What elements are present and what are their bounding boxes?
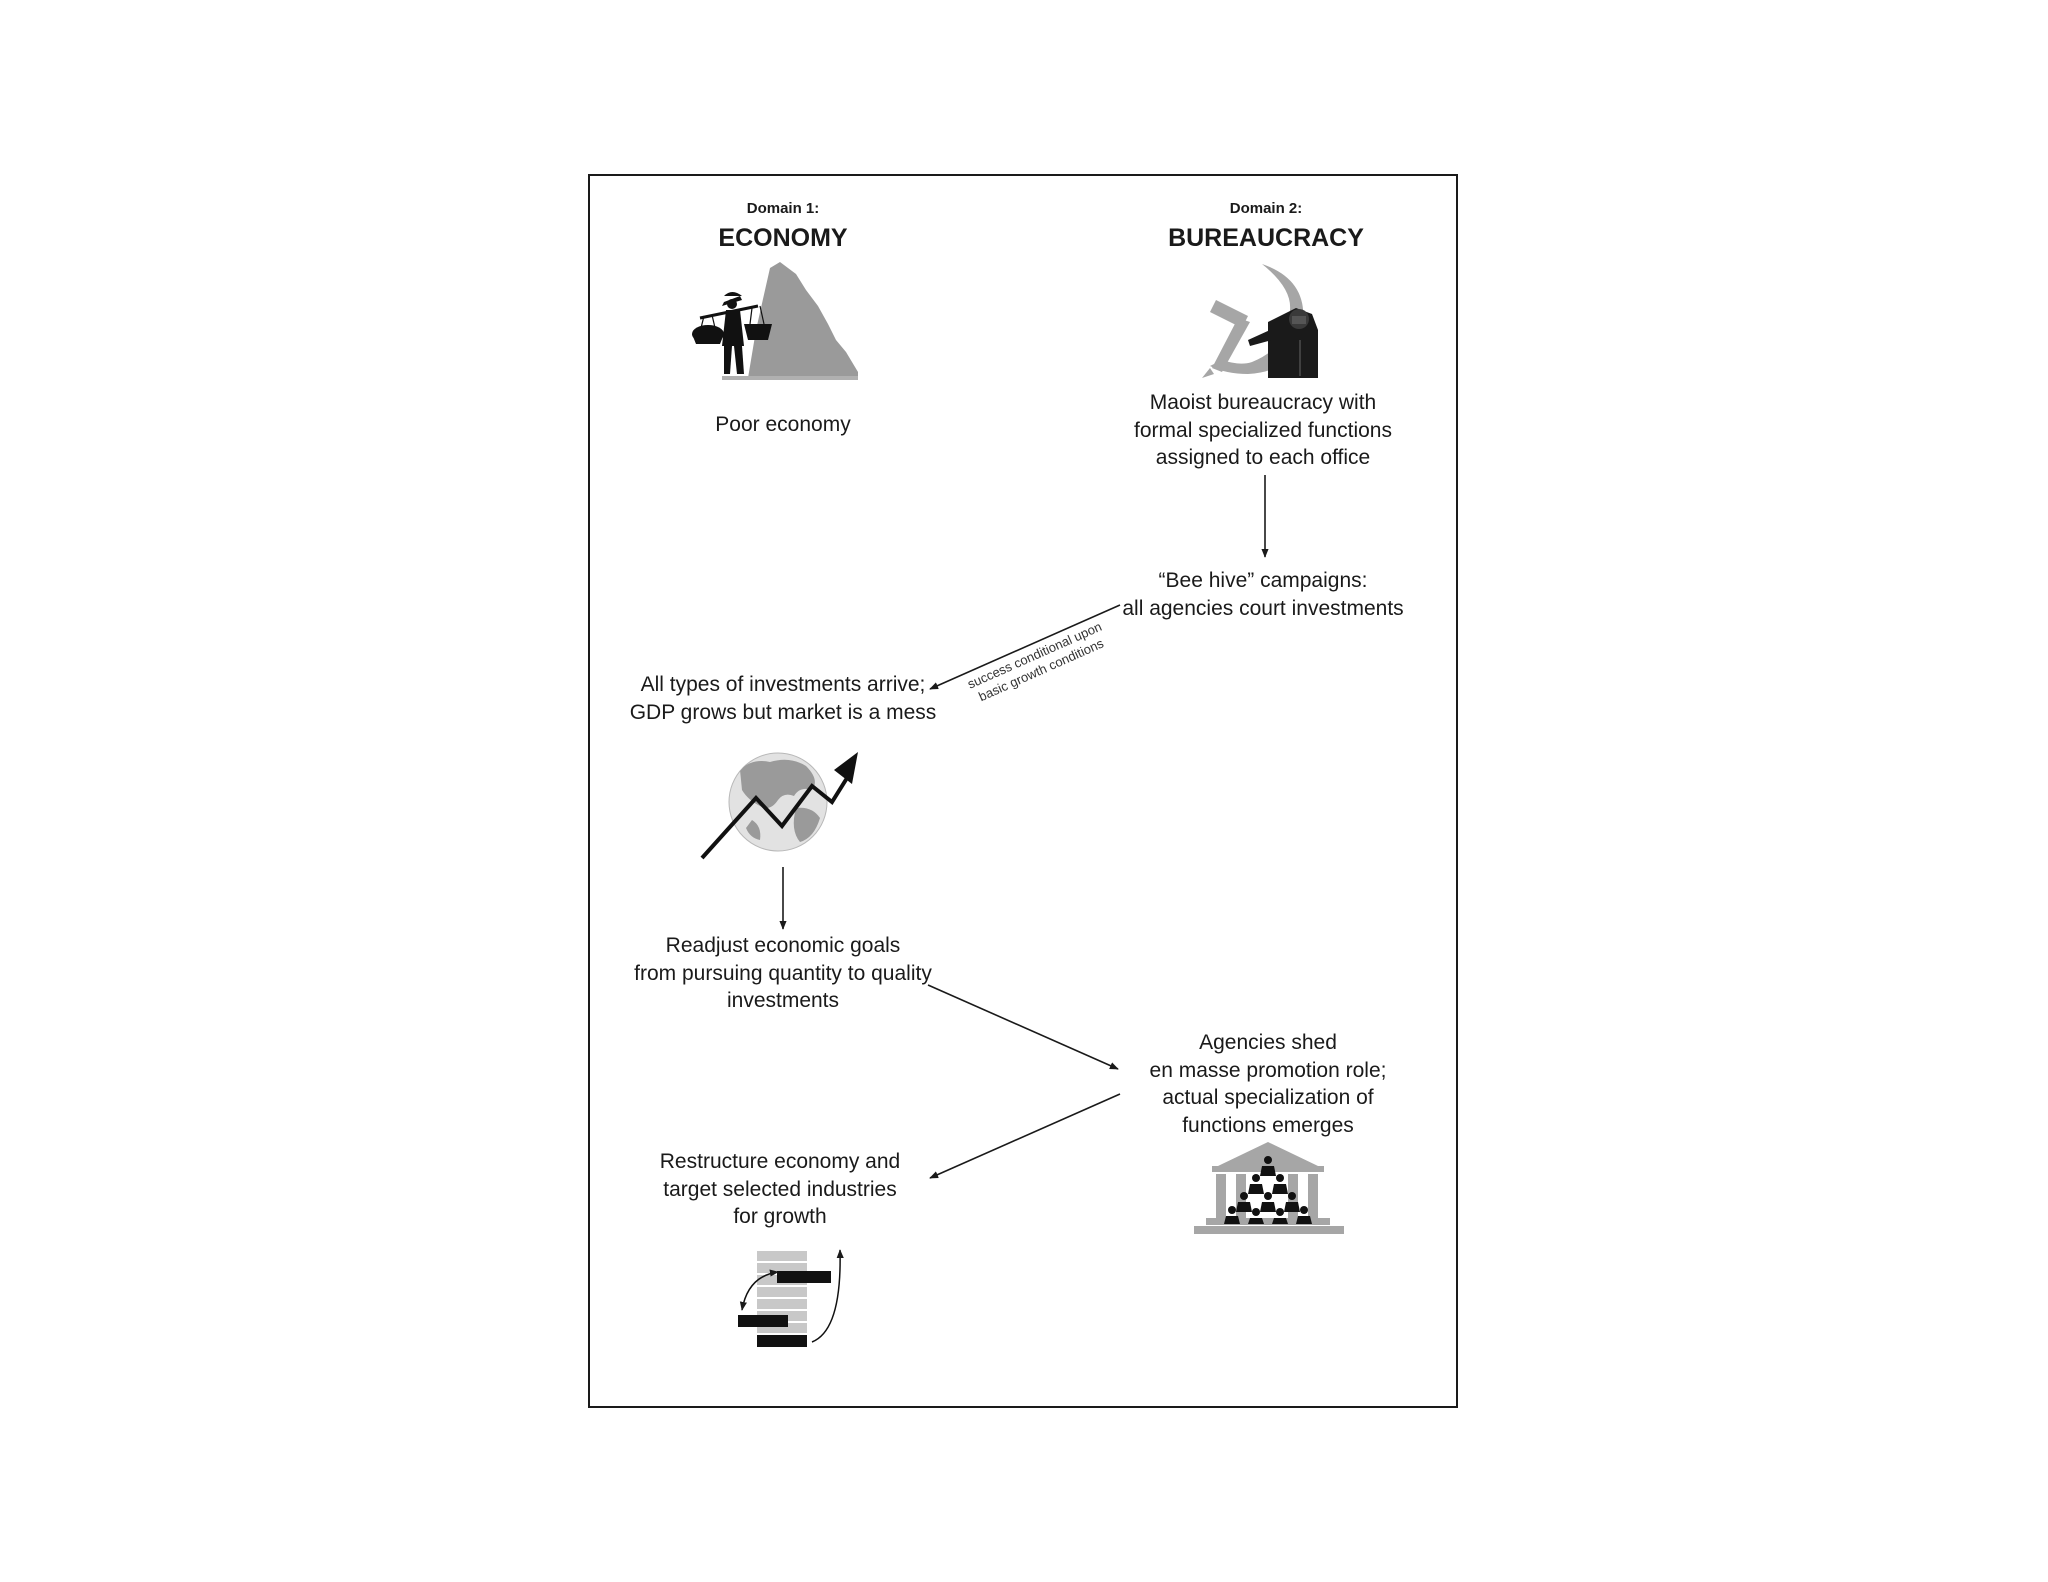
node-line: Poor economy — [715, 413, 851, 436]
node-line: Restructure economy and — [659, 1150, 901, 1173]
hammer-sickle-with-leader-icon — [1202, 264, 1318, 378]
peasant-carrying-baskets-icon — [692, 262, 858, 380]
node-agencies-shed: Agencies shed en masse promotion role; a… — [1088, 1029, 1448, 1139]
domain2-title: BUREAUCRACY — [1168, 224, 1364, 252]
node-line: from pursuing quantity to quality — [634, 961, 932, 985]
node-restructure: Restructure economy and target selected … — [600, 1148, 960, 1231]
node-line: functions emerges — [1182, 1113, 1354, 1137]
node-line: All types of investments arrive; — [640, 673, 926, 696]
domain1-title: ECONOMY — [718, 224, 848, 252]
node-line: Maoist bureaucracy with — [1149, 391, 1377, 414]
node-line: target selected industries — [663, 1177, 897, 1201]
restructured-bars-icon — [738, 1249, 844, 1347]
node-bee-hive: “Bee hive” campaigns: all agencies court… — [1083, 567, 1443, 622]
node-line: for growth — [733, 1205, 827, 1228]
node-line: “Bee hive” campaigns: — [1158, 569, 1368, 592]
node-line: Agencies shed — [1199, 1031, 1337, 1054]
node-line: GDP grows but market is a mess — [629, 700, 937, 724]
arrow-readjust-to-agencies — [927, 984, 1119, 1070]
domain1-label: Domain 1: — [746, 200, 820, 217]
government-building-with-people-icon — [1194, 1142, 1344, 1234]
node-line: actual specialization of — [1162, 1086, 1374, 1109]
node-line: all agencies court investments — [1122, 596, 1404, 620]
edge-label-success-conditional: success conditional upon basic growth co… — [965, 619, 1106, 704]
node-line: en masse promotion role; — [1149, 1058, 1387, 1082]
arrow-agencies-to-restructure — [929, 1093, 1121, 1179]
node-maoist-bureaucracy: Maoist bureaucracy with formal specializ… — [1083, 389, 1443, 472]
node-readjust-goals: Readjust economic goals from pursuing qu… — [603, 932, 963, 1015]
domain2-label: Domain 2: — [1229, 200, 1303, 217]
node-poor-economy: Poor economy — [603, 411, 963, 439]
node-investments-arrive: All types of investments arrive; GDP gro… — [603, 671, 963, 726]
diagram-frame — [588, 174, 1458, 1408]
node-line: investments — [726, 989, 840, 1012]
globe-with-rising-arrow-icon — [700, 752, 858, 860]
node-line: Readjust economic goals — [665, 934, 901, 957]
node-line: assigned to each office — [1155, 446, 1371, 469]
node-line: formal specialized functions — [1134, 418, 1392, 442]
arrow-beehive-to-investments — [929, 604, 1121, 690]
